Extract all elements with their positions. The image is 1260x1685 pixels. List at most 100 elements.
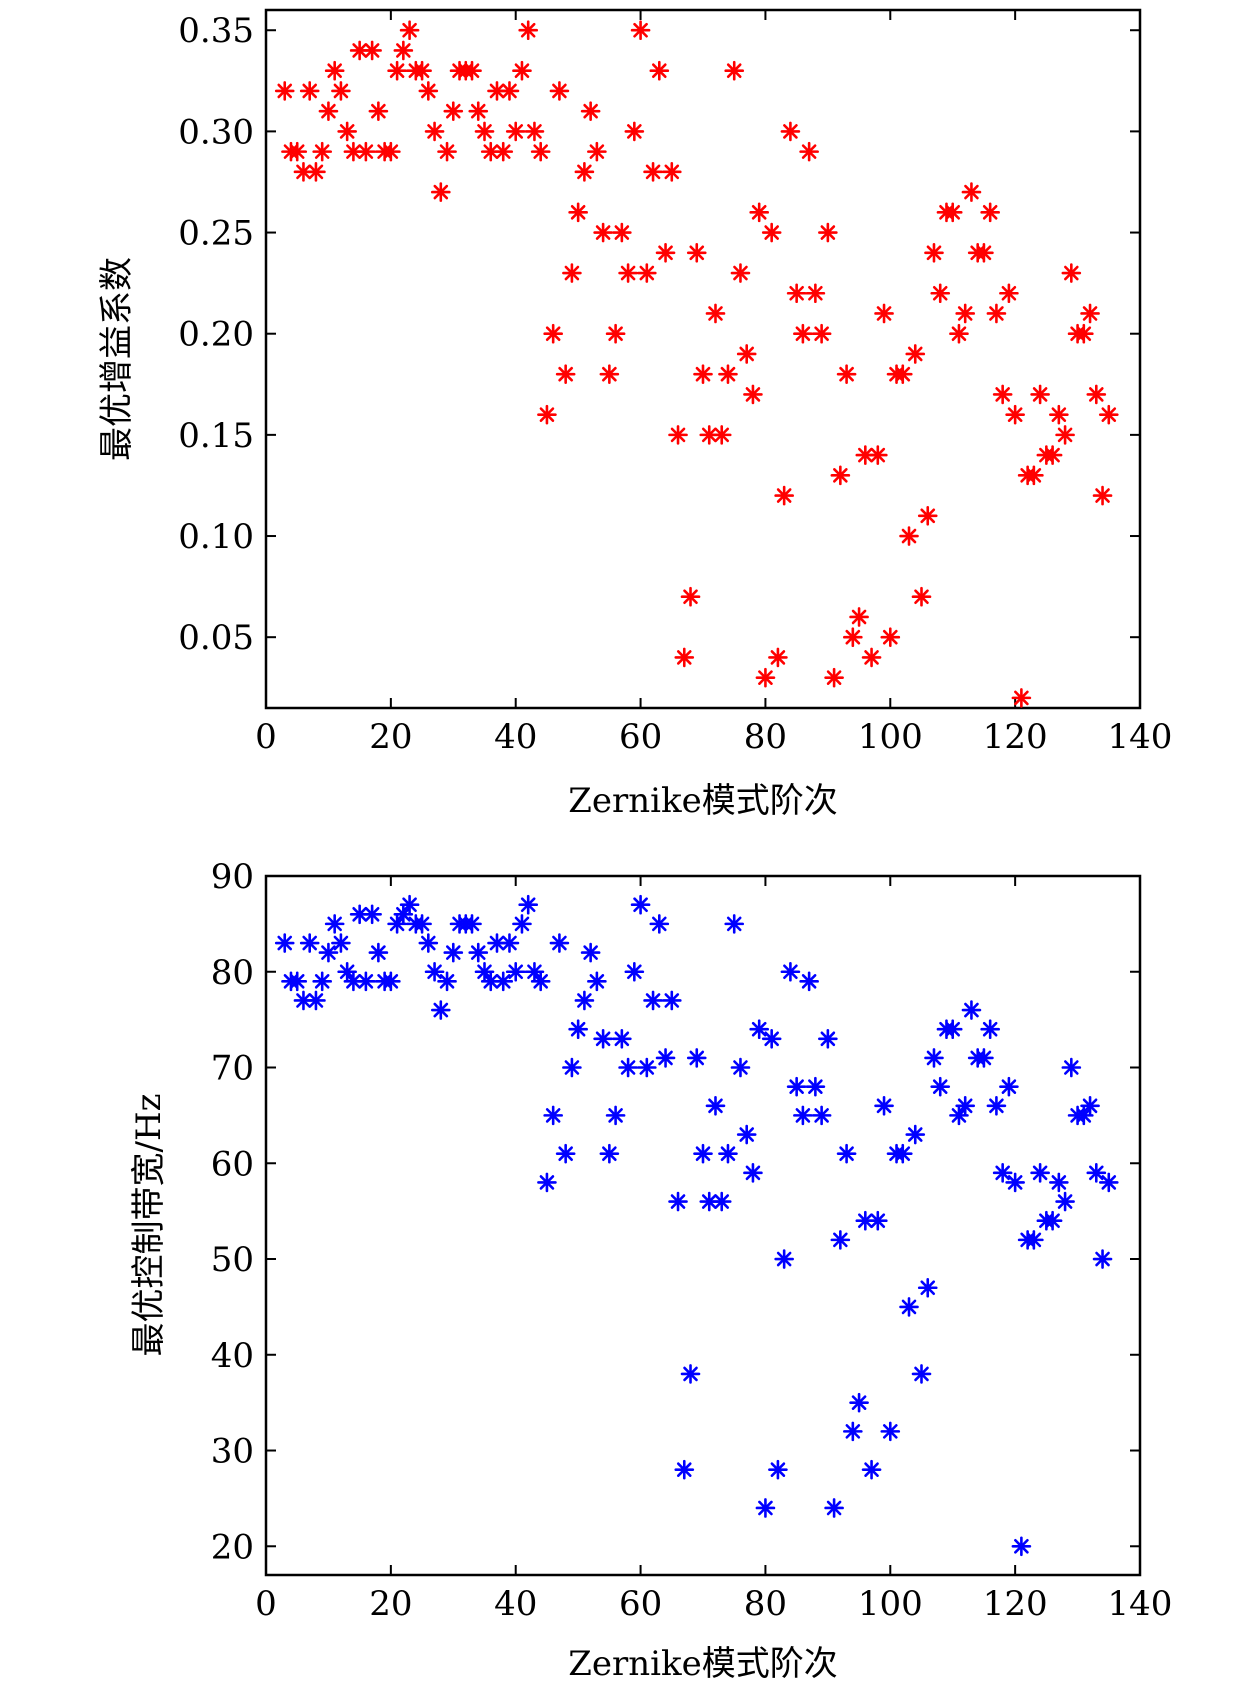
data-point — [955, 303, 976, 324]
data-point — [1092, 485, 1113, 506]
data-point — [892, 364, 913, 384]
data-point — [793, 1105, 813, 1126]
data-point — [655, 1048, 676, 1068]
data-point — [1086, 384, 1107, 405]
y-tick-label: 0.05 — [178, 618, 254, 658]
data-point — [299, 933, 320, 953]
x-tick-label: 120 — [983, 1584, 1048, 1624]
data-point — [1011, 688, 1032, 708]
x-tick-label: 100 — [858, 717, 923, 757]
data-point — [430, 182, 451, 202]
data-point — [899, 1297, 919, 1317]
data-point — [568, 202, 588, 223]
data-point — [530, 141, 551, 162]
data-point — [843, 627, 863, 647]
data-point — [1042, 445, 1063, 465]
data-point — [468, 101, 489, 121]
data-point — [942, 1019, 963, 1040]
data-point — [599, 1143, 620, 1164]
data-point — [661, 162, 682, 182]
plot-frame — [264, 874, 1142, 1577]
data-point — [568, 1019, 588, 1040]
data-point — [512, 60, 532, 81]
data-point — [743, 1163, 763, 1183]
data-point — [686, 1048, 707, 1068]
data-point — [1098, 1172, 1119, 1193]
data-point — [905, 1124, 926, 1145]
data-point — [811, 1105, 832, 1126]
data-point — [362, 904, 382, 925]
x-axis-title: Zernike模式阶次 — [568, 1644, 838, 1684]
data-point — [505, 961, 526, 982]
data-point — [331, 81, 351, 101]
y-tick-label: 0.30 — [178, 112, 254, 152]
data-point — [287, 141, 308, 162]
x-tick-label: 80 — [744, 1584, 787, 1624]
data-point — [424, 961, 445, 982]
data-point — [849, 1392, 869, 1413]
data-point — [1086, 1163, 1107, 1183]
data-point — [799, 141, 819, 162]
data-point — [749, 1019, 769, 1040]
data-point — [393, 40, 414, 61]
data-point — [306, 162, 326, 182]
data-point — [949, 323, 969, 344]
data-point — [1080, 303, 1100, 324]
data-point — [986, 303, 1007, 324]
data-point — [524, 121, 545, 142]
data-point — [630, 20, 651, 41]
data-point — [1005, 404, 1025, 425]
data-point — [730, 263, 751, 283]
x-axis-title: Zernike模式阶次 — [568, 781, 838, 821]
data-point — [867, 1210, 888, 1231]
data-point — [537, 404, 557, 425]
data-point — [293, 990, 314, 1011]
data-point — [543, 323, 563, 344]
data-point — [668, 425, 688, 445]
data-point — [530, 971, 551, 992]
data-point — [518, 20, 539, 41]
data-point — [555, 364, 576, 384]
data-point — [830, 465, 851, 486]
data-point — [555, 1143, 576, 1164]
data-point — [437, 141, 457, 162]
data-point — [474, 961, 495, 982]
data-point — [493, 141, 514, 162]
data-point — [1024, 1230, 1044, 1250]
data-point — [331, 933, 351, 953]
data-point — [274, 933, 295, 953]
data-point — [930, 283, 951, 304]
data-point — [643, 990, 663, 1011]
data-point — [562, 1057, 582, 1078]
data-point — [587, 141, 607, 162]
data-point — [574, 162, 595, 182]
y-tick-label: 50 — [211, 1240, 254, 1280]
data-point — [274, 81, 295, 101]
data-point — [549, 81, 570, 101]
y-tick-label: 70 — [211, 1049, 254, 1089]
data-point — [730, 1057, 751, 1078]
x-tick-label: 60 — [619, 717, 662, 757]
data-point — [381, 141, 401, 162]
data-point — [961, 182, 982, 202]
data-point — [880, 1421, 901, 1442]
data-point — [605, 1105, 626, 1126]
data-point — [768, 647, 788, 668]
x-tick-label: 40 — [494, 1584, 537, 1624]
data-point — [917, 505, 938, 526]
data-point — [537, 1172, 557, 1193]
data-point — [724, 914, 745, 934]
data-point — [686, 242, 707, 263]
data-point — [412, 914, 432, 934]
data-point — [1005, 1172, 1025, 1193]
data-point — [705, 303, 726, 324]
data-point — [917, 1277, 938, 1298]
data-point — [637, 1057, 657, 1078]
data-point — [705, 1096, 726, 1116]
data-point — [836, 1143, 857, 1164]
data-point — [1030, 384, 1050, 405]
data-point — [599, 364, 620, 384]
data-point — [1098, 404, 1119, 425]
data-point — [755, 667, 776, 688]
